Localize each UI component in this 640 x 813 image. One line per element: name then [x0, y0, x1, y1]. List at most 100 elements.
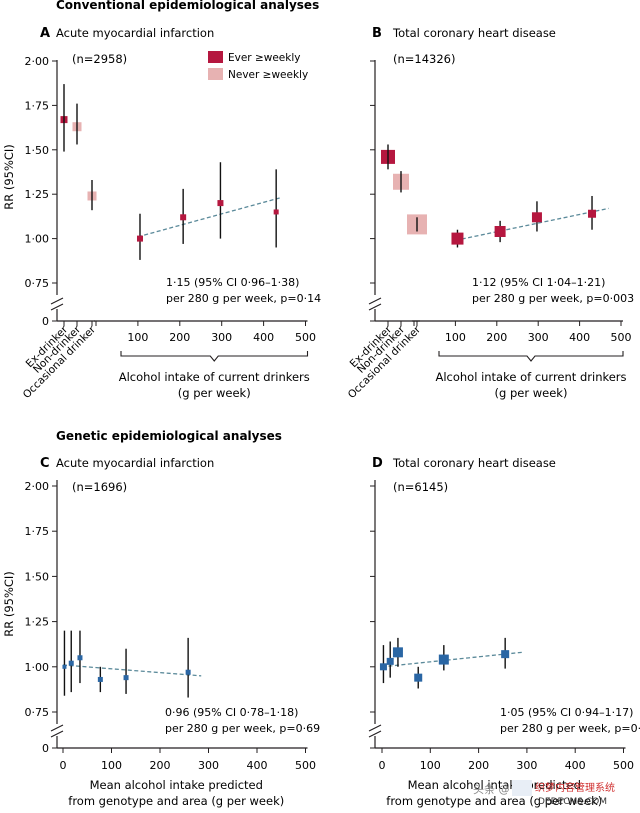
data-point	[180, 214, 187, 221]
axis-break-mark	[368, 724, 382, 732]
x-axis-label: (g per week)	[178, 386, 251, 400]
watermark-prefix: 头条 @	[473, 782, 510, 796]
x-tick-label: 100	[101, 759, 122, 772]
panel-d: D Total coronary heart disease (n=6145) 0 10…	[368, 456, 640, 808]
sample-size: (n=6145)	[393, 480, 448, 494]
y-tick-label: 1·25	[25, 616, 50, 629]
watermark-line1: 织梦内容管理系统	[535, 781, 615, 794]
sample-size: (n=2958)	[72, 52, 127, 66]
x-tick-label: 400	[565, 759, 586, 772]
data-point	[77, 655, 83, 661]
effect-estimate-detail: per 280 g per week, p=0·14	[166, 292, 321, 305]
x-tick-label: 300	[211, 331, 232, 344]
data-point	[97, 676, 103, 682]
x-tick-label: 100	[127, 331, 148, 344]
y-tick-label: 1·50	[25, 144, 50, 157]
y-tick-label: 0·75	[25, 706, 50, 719]
y-tick-label: 1·00	[25, 661, 50, 674]
panel-letter: B	[372, 26, 382, 41]
panel-title: Acute myocardial infarction	[56, 26, 214, 40]
data-point	[494, 225, 506, 237]
legend-ever-label: Ever ≥weekly	[228, 52, 300, 64]
x-tick-label: 300	[528, 331, 549, 344]
effect-estimate: 1·12 (95% CI 1·04–1·21)	[472, 276, 605, 289]
x-tick-label: 200	[169, 331, 190, 344]
range-bracket	[438, 351, 624, 362]
panel-title: Total coronary heart disease	[392, 456, 556, 470]
axis-break-mark	[368, 730, 382, 738]
axis-break-mark	[368, 297, 382, 305]
data-point	[217, 200, 224, 207]
effect-estimate-detail: per 280 g per week, p=0·003	[472, 292, 634, 305]
watermark-line2: DEDECMS.COM	[538, 797, 607, 807]
legend-never-label: Never ≥weekly	[228, 69, 308, 81]
y-tick-label: 1·50	[25, 570, 50, 583]
trend-line	[137, 197, 281, 238]
data-point	[451, 232, 464, 245]
data-point	[379, 663, 387, 671]
data-point	[392, 647, 403, 658]
x-tick-label: 500	[295, 331, 316, 344]
panel-title: Total coronary heart disease	[392, 26, 556, 40]
x-tick-label: 400	[253, 331, 274, 344]
x-axis-label: from genotype and area (g per week)	[386, 794, 602, 808]
y-tick-label: 1·75	[25, 99, 50, 112]
panel-letter: A	[40, 26, 50, 41]
section-title-conventional: Conventional epidemiological analyses	[56, 0, 319, 12]
x-axis-label: Alcohol intake of current drinkers	[435, 370, 626, 384]
axis-break-mark	[50, 724, 64, 732]
x-axis-label: from genotype and area (g per week)	[68, 794, 284, 808]
panel-title: Acute myocardial infarction	[56, 456, 214, 470]
data-point	[531, 212, 542, 223]
y-tick-label: 0	[42, 315, 49, 328]
trend-line	[62, 664, 202, 677]
x-axis-label: Mean alcohol intake predicted	[90, 778, 263, 792]
trend-line	[381, 651, 523, 668]
x-tick-label: 0	[60, 759, 67, 772]
panel-a: A Acute myocardial infarction (n=2958) 0·75…	[2, 26, 321, 401]
data-point	[123, 675, 129, 681]
x-tick-label: 500	[613, 759, 634, 772]
sample-size: (n=14326)	[393, 52, 455, 66]
effect-estimate: 0·96 (95% CI 0·78–1·18)	[165, 706, 298, 719]
data-point	[136, 235, 143, 242]
x-tick-label: 400	[569, 331, 590, 344]
effect-estimate-detail: per 280 g per week, p=0·40	[500, 722, 640, 735]
data-point	[386, 657, 394, 665]
x-tick-label: 500	[611, 331, 632, 344]
legend: Ever ≥weekly Never ≥weekly	[208, 51, 308, 81]
x-tick-label: 300	[198, 759, 219, 772]
x-axis-label: (g per week)	[495, 386, 568, 400]
y-tick-label: 0·75	[25, 277, 50, 290]
effect-estimate: 1·15 (95% CI 0·96–1·38)	[166, 276, 299, 289]
trend-line	[455, 207, 609, 242]
panel-letter: D	[372, 456, 383, 471]
watermark: 头条 @ 织梦内容管理系统 DEDECMS.COM	[473, 780, 615, 807]
y-tick-label: 1·00	[25, 233, 50, 246]
panel-c: C Acute myocardial infarction (n=1696) 0·75…	[2, 456, 320, 808]
y-axis-label: RR (95%CI)	[2, 144, 16, 210]
x-tick-label: 300	[516, 759, 537, 772]
x-tick-label: 200	[486, 331, 507, 344]
range-bracket	[120, 351, 309, 362]
x-tick-label: 100	[420, 759, 441, 772]
y-tick-label: 2·00	[25, 55, 50, 68]
data-point	[68, 660, 74, 666]
y-tick-label: 2·00	[25, 480, 50, 493]
effect-estimate-detail: per 280 g per week, p=0·69	[165, 722, 320, 735]
y-tick-label: 1·25	[25, 188, 50, 201]
legend-ever-swatch	[208, 51, 223, 63]
axis-break-mark	[50, 730, 64, 738]
y-tick-label: 0	[42, 742, 49, 755]
data-point	[588, 209, 597, 218]
sample-size: (n=1696)	[72, 480, 127, 494]
x-axis-label: Mean alcohol intake predicted	[408, 778, 581, 792]
y-axis-label: RR (95%CI)	[2, 571, 16, 637]
effect-estimate: 1·05 (95% CI 0·94–1·17)	[500, 706, 633, 719]
x-tick-label: 200	[150, 759, 171, 772]
x-tick-label: 400	[247, 759, 268, 772]
x-axis-label: Alcohol intake of current drinkers	[119, 370, 310, 384]
axis-break-mark	[50, 297, 64, 305]
axis-break-mark	[50, 303, 64, 311]
